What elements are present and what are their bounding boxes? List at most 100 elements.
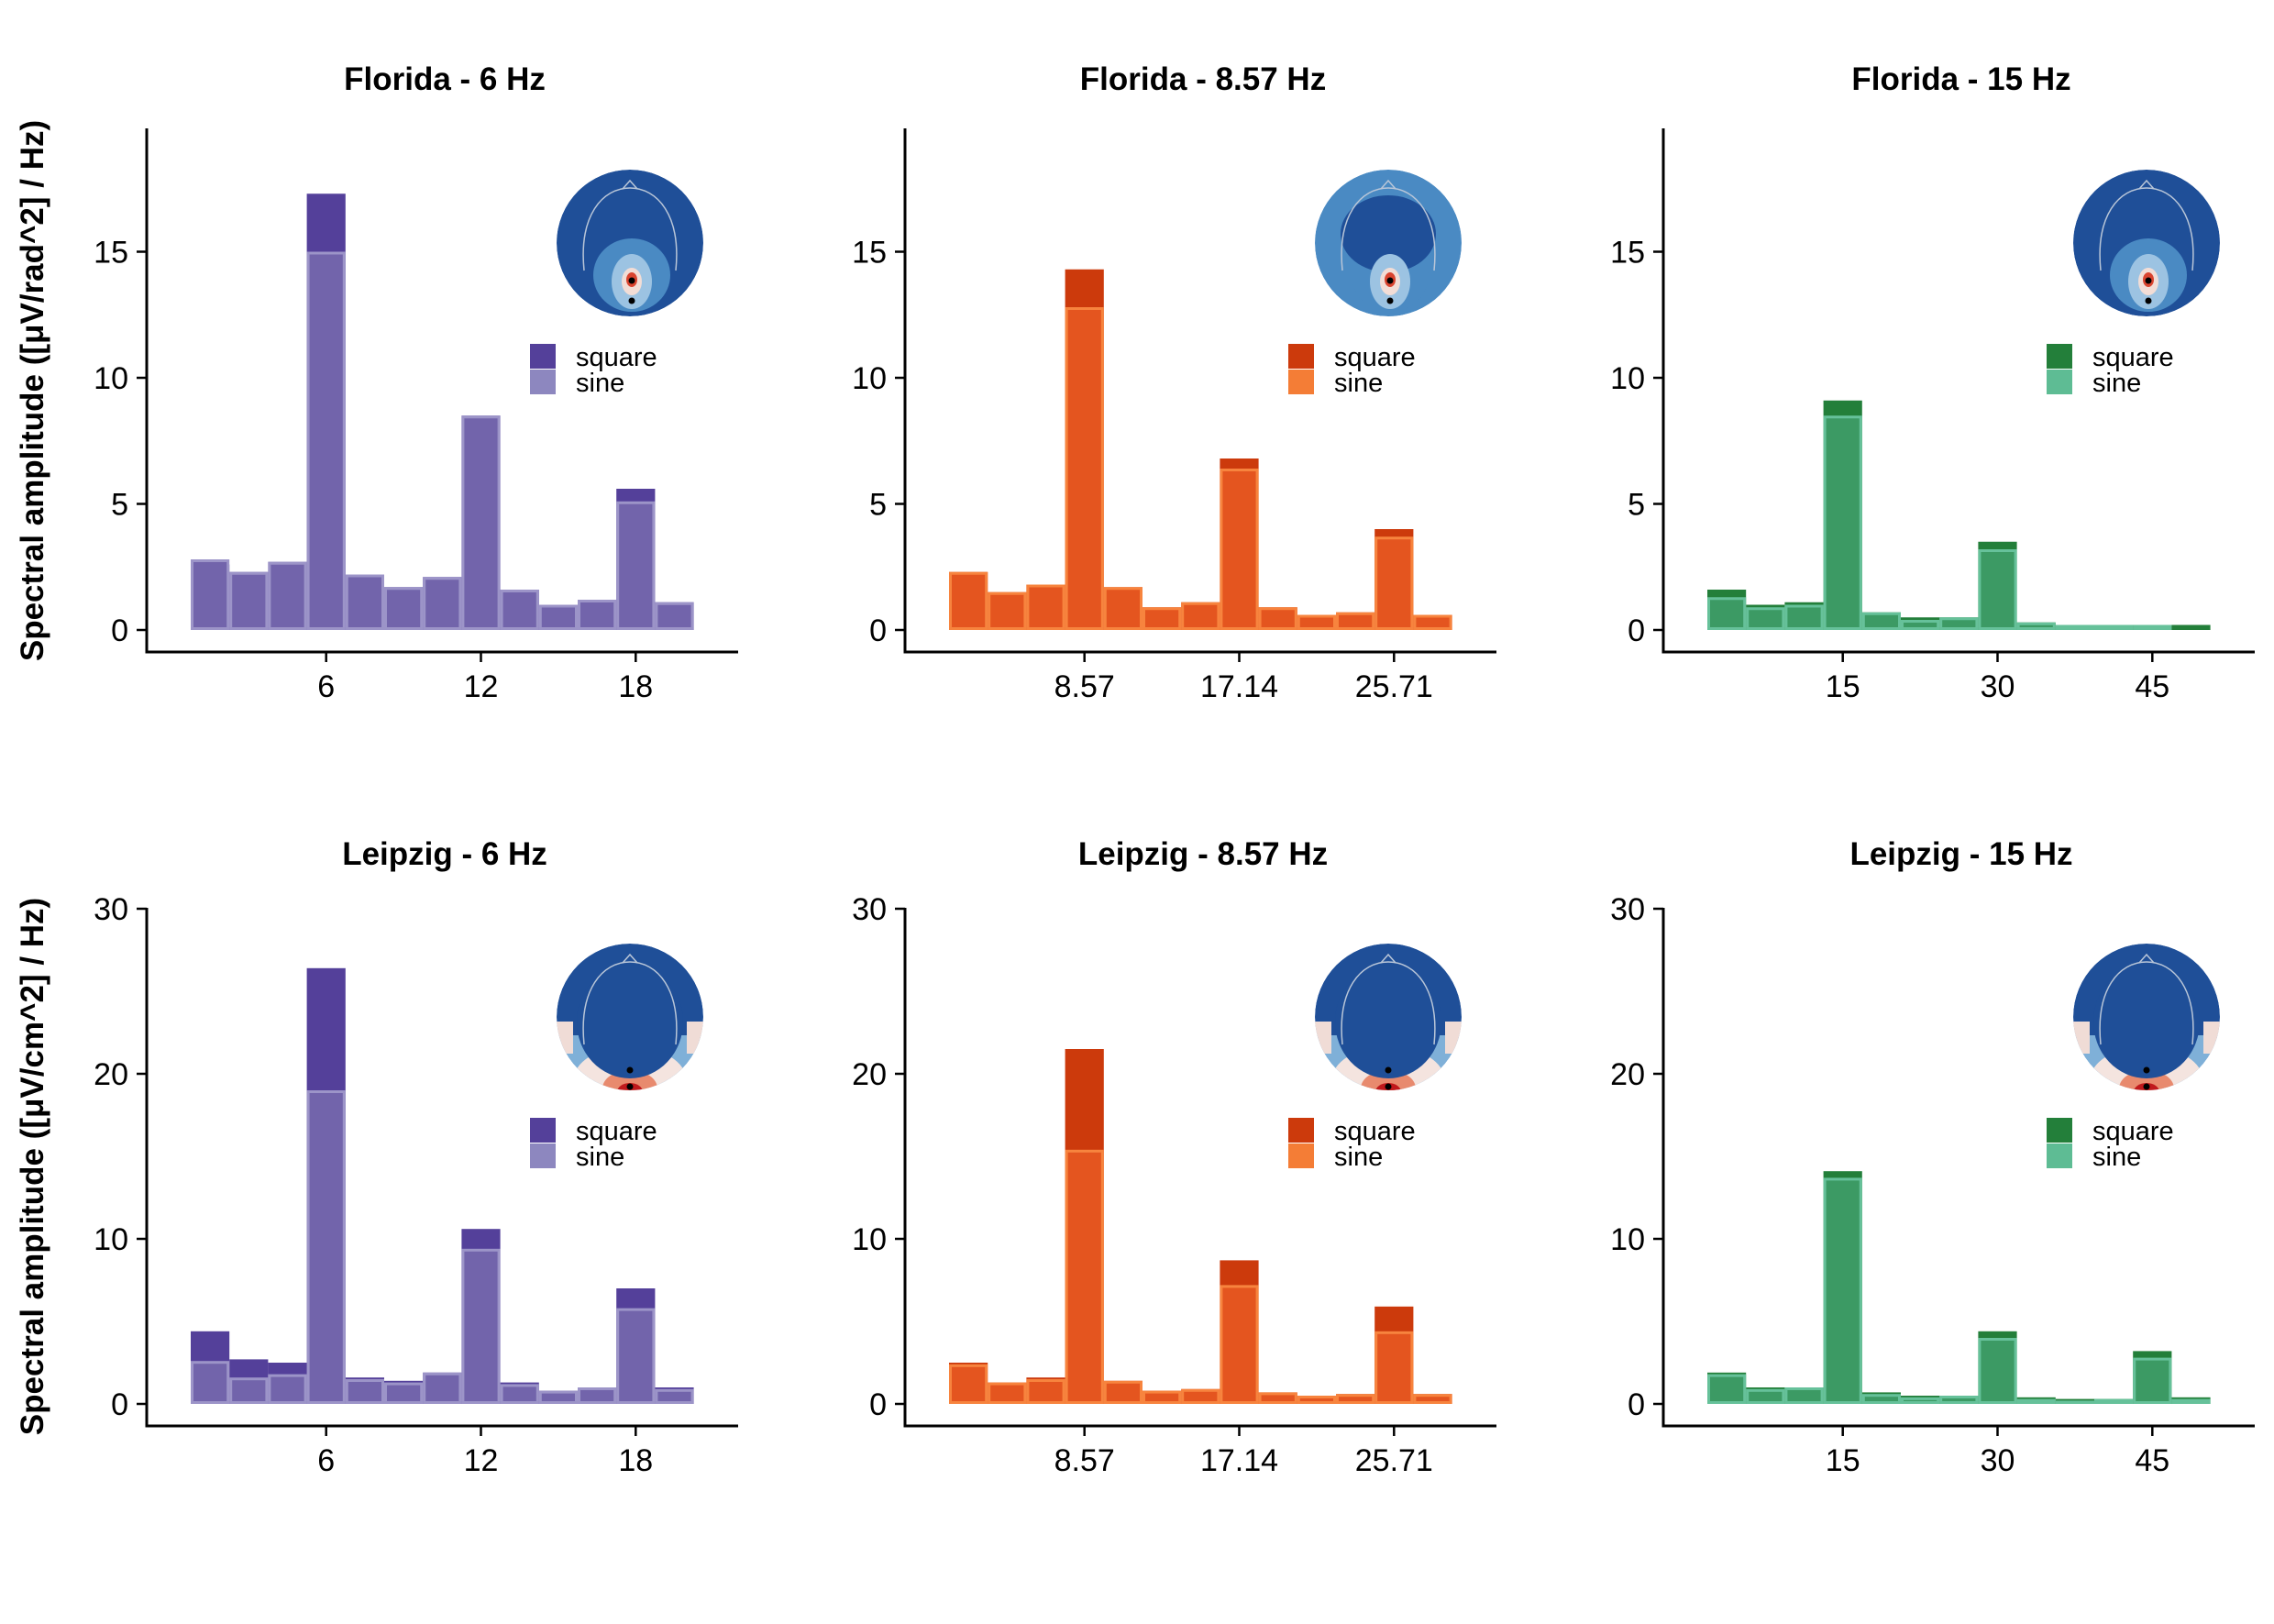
bar-sine — [538, 1390, 578, 1404]
bar-sine — [345, 1379, 384, 1404]
bar-sine — [2016, 1398, 2056, 1404]
legend-swatch-square — [2047, 344, 2072, 369]
y-tick-label: 10 — [1610, 361, 1645, 396]
bar-sine — [2055, 624, 2095, 630]
x-tick-label: 6 — [317, 1443, 335, 1478]
scalp-topography-map — [2073, 944, 2220, 1090]
y-tick-label: 30 — [94, 892, 128, 927]
bar-sine — [1297, 1396, 1337, 1404]
y-tick-label: 10 — [852, 1222, 887, 1257]
bar-sine — [1181, 1388, 1220, 1405]
bar-sine — [1707, 1374, 1747, 1404]
bar-sine — [345, 574, 384, 630]
bar-sine — [1026, 1379, 1065, 1404]
legend-label-sine: sine — [2092, 369, 2141, 398]
bar-sine — [384, 587, 424, 630]
panel-title: Florida - 15 Hz — [1851, 61, 2070, 97]
bar-sine — [1707, 597, 1747, 630]
bar-sine — [1978, 549, 2017, 630]
legend-label-square: square — [576, 1117, 657, 1146]
bar-sine — [461, 415, 501, 630]
bar-sine — [1901, 1397, 1940, 1405]
bar-sine — [1336, 1394, 1375, 1404]
bar-sine — [1220, 469, 1259, 630]
bar-sine — [1065, 1149, 1104, 1405]
bar-sine — [1939, 617, 1979, 630]
bar-sine — [1258, 1392, 1297, 1405]
scalp-topography-map — [1315, 170, 1462, 316]
bar-sine — [191, 559, 230, 630]
bar-sine — [1413, 614, 1452, 630]
y-tick-label: 15 — [1610, 236, 1645, 271]
legend-swatch-sine — [2047, 1143, 2072, 1168]
y-tick-label: 5 — [111, 488, 128, 523]
y-tick-label: 10 — [852, 361, 887, 396]
x-tick-label: 6 — [317, 669, 335, 704]
x-tick-label: 8.57 — [1054, 1443, 1115, 1478]
legend-swatch-square — [530, 344, 556, 369]
bar-sine — [1065, 307, 1104, 630]
bar-sine — [1978, 1338, 2017, 1404]
bar-sine — [461, 1248, 501, 1405]
y-tick-label: 0 — [111, 613, 128, 648]
scalp-topography-map — [557, 944, 703, 1090]
x-tick-label: 45 — [2135, 669, 2169, 704]
y-tick-label: 20 — [1610, 1057, 1645, 1092]
bar-sine — [2094, 1398, 2134, 1404]
bar-sine — [2133, 1357, 2172, 1404]
bar-sine — [268, 561, 307, 630]
bar-sine — [1823, 1177, 1862, 1405]
panel-title: Florida - 8.57 Hz — [1080, 61, 1326, 97]
legend-swatch-square — [530, 1118, 556, 1143]
x-tick-label: 12 — [464, 1443, 499, 1478]
bar-square — [2171, 624, 2211, 630]
bar-sine — [988, 591, 1027, 630]
bar-sine — [384, 1382, 424, 1404]
bar-sine — [1297, 614, 1337, 630]
bar-sine — [306, 251, 346, 630]
y-tick-label: 0 — [869, 613, 887, 648]
legend-label-sine: sine — [576, 1143, 624, 1172]
y-tick-label: 5 — [869, 488, 887, 523]
y-tick-label: 30 — [852, 892, 887, 927]
bar-sine — [616, 1308, 656, 1404]
bar-sine — [1258, 607, 1297, 630]
x-tick-label: 15 — [1826, 1443, 1860, 1478]
y-tick-label: 0 — [869, 1387, 887, 1422]
bar-sine — [1861, 1394, 1902, 1404]
bar-sine — [229, 1377, 269, 1404]
y-axis-label-florida: Spectral amplitude ([μV/rad^2] / Hz) — [15, 120, 50, 661]
bar-sine — [949, 1364, 988, 1405]
bar-sine — [538, 604, 578, 630]
y-tick-label: 10 — [94, 1222, 128, 1257]
y-tick-label: 0 — [1628, 1387, 1645, 1422]
legend-swatch-square — [2047, 1118, 2072, 1143]
legend-label-square: square — [576, 343, 657, 372]
bar-sine — [578, 600, 617, 630]
bar-sine — [1413, 1394, 1452, 1404]
legend-label-sine: sine — [1334, 369, 1383, 398]
bar-sine — [1374, 1331, 1414, 1405]
legend-label-square: square — [2092, 343, 2174, 372]
x-tick-label: 15 — [1826, 669, 1860, 704]
bar-sine — [1746, 1388, 1785, 1405]
bar-sine — [1181, 602, 1220, 630]
panel-florida-8-57-hz: Florida - 8.57 Hz 0 5 10 15 8.57 17.14 25.71 squ… — [852, 61, 1496, 704]
bar-sine — [1143, 607, 1182, 630]
legend-swatch-sine — [530, 370, 556, 394]
y-tick-label: 15 — [94, 236, 128, 271]
bar-sine — [1784, 604, 1824, 630]
x-tick-label: 30 — [1981, 669, 2015, 704]
bar-sine — [1143, 1390, 1182, 1404]
panel-title: Florida - 6 Hz — [344, 61, 546, 97]
legend-swatch-sine — [1288, 370, 1314, 394]
legend-label-square: square — [1334, 1117, 1416, 1146]
legend-label-square: square — [2092, 1117, 2174, 1146]
legend-label-sine: sine — [2092, 1143, 2141, 1172]
bar-sine — [1784, 1387, 1824, 1404]
bar-sine — [306, 1090, 346, 1404]
x-tick-label: 17.14 — [1200, 669, 1278, 704]
bar-sine — [2016, 622, 2056, 630]
